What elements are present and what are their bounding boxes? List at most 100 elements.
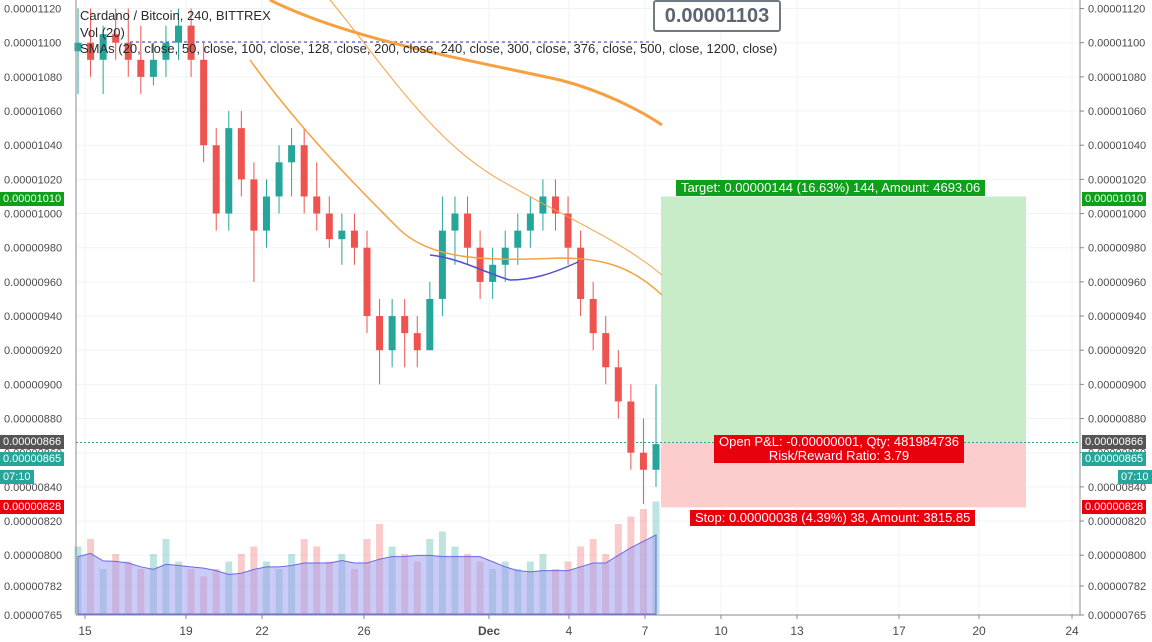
- chart-legend: Cardano / Bitcoin, 240, BITTREX Vol (20)…: [80, 8, 777, 58]
- candle-body: [338, 230, 346, 240]
- stop-label: Stop: 0.00000038 (4.39%) 38, Amount: 381…: [690, 510, 976, 526]
- time-tick-label: 24: [1065, 624, 1079, 638]
- left-tick-label: 0.00000960: [4, 277, 62, 289]
- sma-line: [429, 254, 579, 281]
- target-zone: [661, 196, 1026, 443]
- price-callout[interactable]: 0.00001103: [653, 0, 781, 32]
- right-tick-label: 0.00000880: [1088, 414, 1146, 426]
- candle-body: [413, 333, 421, 351]
- sma-indicator-label: SMAs (20, close, 50, close, 100, close, …: [80, 41, 778, 56]
- right-tick-label: 0.00000980: [1088, 243, 1146, 255]
- candle-body: [501, 247, 509, 265]
- volume-layer: [74, 501, 660, 615]
- left-tick-label: 0.00001000: [4, 209, 62, 221]
- right-current-badge: 0.00000865: [1082, 452, 1147, 466]
- candle-body: [162, 42, 170, 60]
- candle-body: [652, 444, 660, 470]
- left-tick-label: 0.00000800: [4, 550, 62, 562]
- right-tick-label: 0.00000820: [1088, 516, 1146, 528]
- time-tick-label: 19: [179, 624, 193, 638]
- candle-body: [187, 25, 195, 60]
- left-tick-label: 0.00000840: [4, 482, 62, 494]
- candle-body: [237, 128, 245, 180]
- right-tick-label: 0.00001080: [1088, 72, 1146, 84]
- sma-line: [329, 0, 663, 276]
- candle-body: [577, 247, 585, 299]
- pnl-label: Open P&L: -0.00000001, Qty: 481984736 Ri…: [714, 435, 964, 463]
- left-tick-label: 0.00000900: [4, 379, 62, 391]
- candle-body: [464, 213, 472, 248]
- left-target-badge: 0.00001010: [0, 192, 65, 206]
- time-tick-label: 15: [78, 624, 92, 638]
- candle-body: [313, 196, 321, 214]
- left-tick-label: 0.00000940: [4, 311, 62, 323]
- candle-body: [99, 34, 107, 60]
- candle-body: [451, 213, 459, 231]
- time-axis[interactable]: 15 19 22 26 Dec 4 7 10 13 17 20 24: [76, 614, 1080, 638]
- left-tick-label: 0.00001100: [4, 38, 61, 50]
- candle-body: [401, 316, 409, 334]
- left-tick-label: 0.00001060: [4, 106, 62, 118]
- time-tick-label: 17: [892, 624, 906, 638]
- volume-indicator-label: Vol (20): [80, 24, 125, 40]
- left-tick-label: 0.00000980: [4, 243, 62, 255]
- left-tick-label: 0.00000782: [4, 581, 62, 593]
- sma-line: [249, 59, 663, 296]
- left-tick-label: 0.00001020: [4, 174, 62, 186]
- candle-body: [325, 213, 333, 240]
- left-last-badge: 0.00000866: [0, 435, 65, 449]
- candle-body: [275, 162, 283, 197]
- candles-layer: [74, 8, 660, 504]
- right-tick-label: 0.00000960: [1088, 277, 1146, 289]
- candle-body: [627, 401, 635, 453]
- right-last-badge: 0.00000866: [1082, 435, 1147, 449]
- candle-body: [300, 145, 308, 197]
- candle-body: [262, 196, 270, 231]
- right-tick-label: 0.00001020: [1088, 174, 1146, 186]
- sma-line: [269, 0, 663, 127]
- candle-body: [212, 145, 220, 214]
- right-axis[interactable]: 0.00001120 0.00001100 0.00001080 0.00001060…: [1079, 0, 1146, 622]
- candle-body: [376, 316, 384, 351]
- sma-layer: [249, 0, 663, 296]
- right-tick-label: 0.00001040: [1088, 140, 1146, 152]
- left-tick-label: 0.00000765: [4, 610, 62, 622]
- right-tick-label: 0.00001000: [1088, 209, 1146, 221]
- time-tick-label: 20: [972, 624, 986, 638]
- candle-body: [350, 230, 358, 248]
- candle-body: [602, 333, 610, 368]
- left-time-badge: 07:10: [0, 470, 34, 484]
- left-axis[interactable]: 0.00001120 0.00001100 0.00001080 0.00001060…: [4, 0, 77, 622]
- candle-body: [112, 34, 120, 43]
- right-tick-label: 0.00001120: [1088, 4, 1145, 16]
- candle-body: [639, 452, 647, 470]
- right-tick-label: 0.00001060: [1088, 106, 1146, 118]
- time-tick-label: 13: [790, 624, 804, 638]
- left-tick-label: 0.00000880: [4, 414, 62, 426]
- candle-body: [137, 59, 145, 77]
- candle-body: [250, 179, 258, 231]
- candle-body: [514, 230, 522, 248]
- volume-ma-area: [77, 534, 657, 615]
- right-tick-label: 0.00000782: [1088, 581, 1146, 593]
- candle-body: [539, 196, 547, 214]
- left-tick-label: 0.00000820: [4, 516, 62, 528]
- left-stop-badge: 0.00000828: [0, 500, 65, 514]
- candle-body: [87, 42, 95, 60]
- candle-body: [476, 247, 484, 282]
- time-tick-label: 10: [714, 624, 728, 638]
- candle-body: [526, 213, 534, 231]
- left-tick-label: 0.00001080: [4, 72, 62, 84]
- right-tick-label: 0.00000920: [1088, 345, 1146, 357]
- time-tick-label: 7: [642, 624, 649, 638]
- right-tick-label: 0.00000940: [1088, 311, 1146, 323]
- right-tick-label: 0.00001100: [1088, 38, 1145, 50]
- right-tick-label: 0.00000765: [1088, 610, 1146, 622]
- target-label: Target: 0.00000144 (16.63%) 144, Amount:…: [676, 180, 986, 196]
- risk-reward-text: Risk/Reward Ratio: 3.79: [768, 448, 910, 463]
- right-time-badge: 07:10: [1118, 470, 1152, 484]
- candle-body: [74, 42, 82, 52]
- position-boxes[interactable]: [76, 41, 1080, 508]
- time-tick-label: Dec: [478, 624, 500, 638]
